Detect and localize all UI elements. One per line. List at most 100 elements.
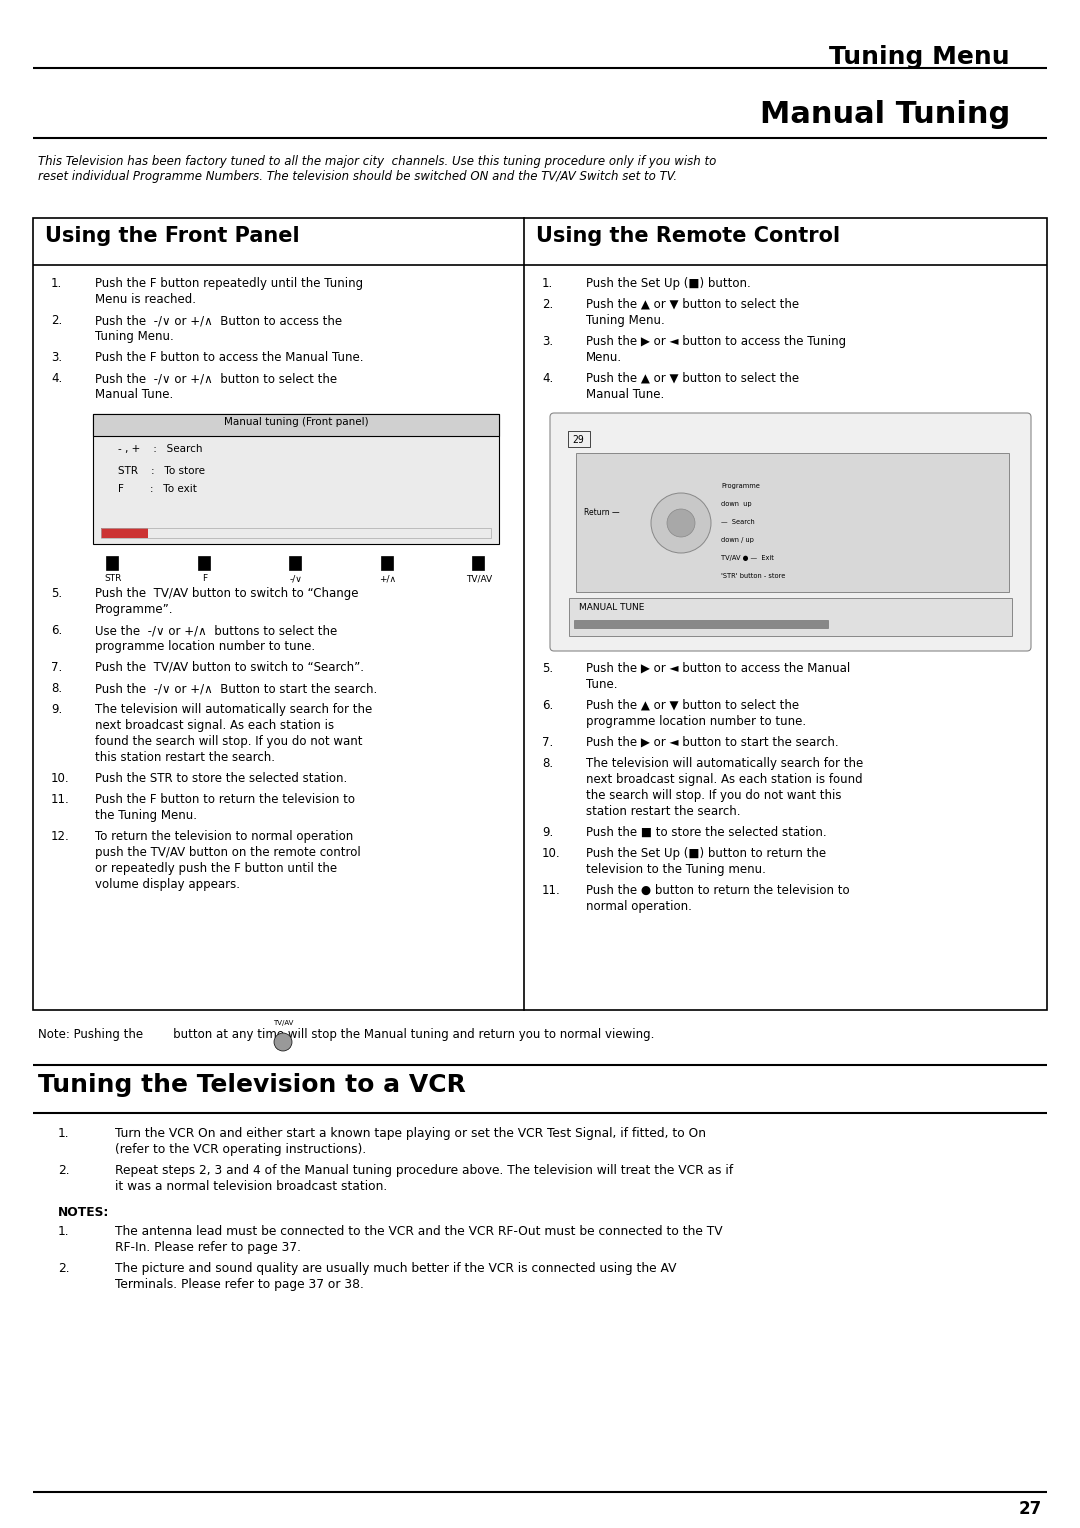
Text: 5.: 5. xyxy=(51,587,63,601)
Text: Tuning Menu.: Tuning Menu. xyxy=(95,330,174,342)
Text: Push the F button repeatedly until the Tuning: Push the F button repeatedly until the T… xyxy=(95,277,363,290)
Text: Push the  TV/AV button to switch to “Search”.: Push the TV/AV button to switch to “Sear… xyxy=(95,662,364,674)
Text: Push the F button to access the Manual Tune.: Push the F button to access the Manual T… xyxy=(95,351,364,364)
Text: Push the  -/∨ or +/∧  button to select the: Push the -/∨ or +/∧ button to select the xyxy=(95,371,337,385)
Text: Use the  -/∨ or +/∧  buttons to select the: Use the -/∨ or +/∧ buttons to select the xyxy=(95,623,337,637)
Text: STR    :   To store: STR : To store xyxy=(118,466,205,477)
Text: Push the  TV/AV button to switch to “Change: Push the TV/AV button to switch to “Chan… xyxy=(95,587,359,601)
Bar xyxy=(636,504,644,513)
Text: Push the  -/∨ or +/∧  Button to access the: Push the -/∨ or +/∧ Button to access the xyxy=(95,313,342,327)
Circle shape xyxy=(274,1033,292,1051)
Text: 6.: 6. xyxy=(542,698,553,712)
Text: 12.: 12. xyxy=(51,830,70,843)
Text: 10.: 10. xyxy=(51,772,69,785)
Text: 10.: 10. xyxy=(542,847,561,860)
Text: MANUAL TUNE: MANUAL TUNE xyxy=(579,604,645,613)
Text: Push the ▶ or ◄ button to access the Manual: Push the ▶ or ◄ button to access the Man… xyxy=(586,662,850,675)
Text: F        :   To exit: F : To exit xyxy=(118,484,197,494)
FancyBboxPatch shape xyxy=(550,413,1031,651)
Bar xyxy=(93,414,499,544)
Text: To return the television to normal operation: To return the television to normal opera… xyxy=(95,830,353,843)
Text: programme location number to tune.: programme location number to tune. xyxy=(95,640,315,652)
Text: 1.: 1. xyxy=(58,1128,69,1140)
Text: 1.: 1. xyxy=(58,1225,69,1238)
Bar xyxy=(33,219,1047,1010)
Text: the Tuning Menu.: the Tuning Menu. xyxy=(95,808,197,822)
Text: Repeat steps 2, 3 and 4 of the Manual tuning procedure above. The television wil: Repeat steps 2, 3 and 4 of the Manual tu… xyxy=(114,1164,733,1177)
Text: Return —: Return — xyxy=(584,507,620,516)
Text: Push the ▲ or ▼ button to select the: Push the ▲ or ▼ button to select the xyxy=(586,298,799,312)
Bar xyxy=(472,556,484,570)
Text: volume display appears.: volume display appears. xyxy=(95,879,240,891)
Text: 2.: 2. xyxy=(58,1262,69,1274)
Text: Using the Front Panel: Using the Front Panel xyxy=(45,226,299,246)
Text: Push the ▲ or ▼ button to select the: Push the ▲ or ▼ button to select the xyxy=(586,698,799,712)
Text: —  Search: — Search xyxy=(721,520,755,526)
Text: Turn the VCR On and either start a known tape playing or set the VCR Test Signal: Turn the VCR On and either start a known… xyxy=(114,1128,706,1140)
Text: 7.: 7. xyxy=(51,662,63,674)
Text: 4.: 4. xyxy=(51,371,63,385)
Text: Tune.: Tune. xyxy=(586,678,618,691)
Text: 8.: 8. xyxy=(542,756,553,770)
Text: TV/AV: TV/AV xyxy=(273,1021,293,1025)
Text: Push the ▶ or ◄ button to access the Tuning: Push the ▶ or ◄ button to access the Tun… xyxy=(586,335,846,348)
Text: TV/AV ● —  Exit: TV/AV ● — Exit xyxy=(721,555,774,561)
Text: Tuning Menu: Tuning Menu xyxy=(829,44,1010,69)
Bar xyxy=(106,556,118,570)
Text: normal operation.: normal operation. xyxy=(586,900,692,914)
Text: The television will automatically search for the: The television will automatically search… xyxy=(586,756,863,770)
Text: TV/AV: TV/AV xyxy=(465,575,492,584)
Text: -/∨: -/∨ xyxy=(289,575,302,584)
Text: This Television has been factory tuned to all the major city  channels. Use this: This Television has been factory tuned t… xyxy=(38,154,716,183)
Text: STR: STR xyxy=(105,575,122,584)
Text: Terminals. Please refer to page 37 or 38.: Terminals. Please refer to page 37 or 38… xyxy=(114,1277,364,1291)
Text: Push the Set Up (■) button.: Push the Set Up (■) button. xyxy=(586,277,751,290)
Text: station restart the search.: station restart the search. xyxy=(586,805,741,817)
Text: the search will stop. If you do not want this: the search will stop. If you do not want… xyxy=(586,788,841,802)
Text: 2.: 2. xyxy=(51,313,63,327)
Text: Tuning Menu.: Tuning Menu. xyxy=(586,313,665,327)
Text: Programme: Programme xyxy=(721,483,760,489)
Text: F: F xyxy=(202,575,207,584)
Bar xyxy=(576,452,1009,591)
Text: Push the  -/∨ or +/∧  Button to start the search.: Push the -/∨ or +/∧ Button to start the … xyxy=(95,681,377,695)
Text: 4.: 4. xyxy=(542,371,553,385)
Bar xyxy=(380,556,392,570)
Bar xyxy=(93,414,499,435)
Text: 11.: 11. xyxy=(51,793,70,805)
Text: 2.: 2. xyxy=(58,1164,69,1177)
Text: Push the STR to store the selected station.: Push the STR to store the selected stati… xyxy=(95,772,348,785)
Text: Manual Tune.: Manual Tune. xyxy=(586,388,664,400)
Text: 'STR' button - store: 'STR' button - store xyxy=(721,573,785,579)
Text: 1.: 1. xyxy=(542,277,553,290)
Text: Note: Pushing the        button at any time will stop the Manual tuning and retu: Note: Pushing the button at any time wil… xyxy=(38,1028,654,1041)
Text: NOTES:: NOTES: xyxy=(58,1206,109,1219)
Text: television to the Tuning menu.: television to the Tuning menu. xyxy=(586,863,766,876)
Text: 27: 27 xyxy=(1018,1500,1042,1517)
Text: 29: 29 xyxy=(572,435,584,445)
Bar xyxy=(102,529,148,538)
Text: Push the ■ to store the selected station.: Push the ■ to store the selected station… xyxy=(586,827,826,839)
Text: it was a normal television broadcast station.: it was a normal television broadcast sta… xyxy=(114,1180,388,1193)
Text: Push the ▶ or ◄ button to start the search.: Push the ▶ or ◄ button to start the sear… xyxy=(586,736,839,749)
Text: programme location number to tune.: programme location number to tune. xyxy=(586,715,806,727)
Text: - , +    :   Search: - , + : Search xyxy=(118,445,203,454)
Text: The television will automatically search for the: The television will automatically search… xyxy=(95,703,373,717)
Text: +/∧: +/∧ xyxy=(379,575,396,584)
Text: or repeatedly push the F button until the: or repeatedly push the F button until th… xyxy=(95,862,337,876)
Text: Menu is reached.: Menu is reached. xyxy=(95,293,195,306)
Text: Using the Remote Control: Using the Remote Control xyxy=(536,226,840,246)
Text: 8.: 8. xyxy=(51,681,63,695)
Text: 7.: 7. xyxy=(542,736,553,749)
Text: next broadcast signal. As each station is: next broadcast signal. As each station i… xyxy=(95,720,334,732)
Text: 2.: 2. xyxy=(542,298,553,312)
Text: Push the ● button to return the television to: Push the ● button to return the televisi… xyxy=(586,885,850,897)
Text: 6.: 6. xyxy=(51,623,63,637)
Text: Push the ▲ or ▼ button to select the: Push the ▲ or ▼ button to select the xyxy=(586,371,799,385)
Bar xyxy=(573,620,827,628)
Text: next broadcast signal. As each station is found: next broadcast signal. As each station i… xyxy=(586,773,863,785)
Text: 11.: 11. xyxy=(542,885,561,897)
Text: The picture and sound quality are usually much better if the VCR is connected us: The picture and sound quality are usuall… xyxy=(114,1262,676,1274)
Text: Push the Set Up (■) button to return the: Push the Set Up (■) button to return the xyxy=(586,847,826,860)
Text: 3.: 3. xyxy=(51,351,63,364)
